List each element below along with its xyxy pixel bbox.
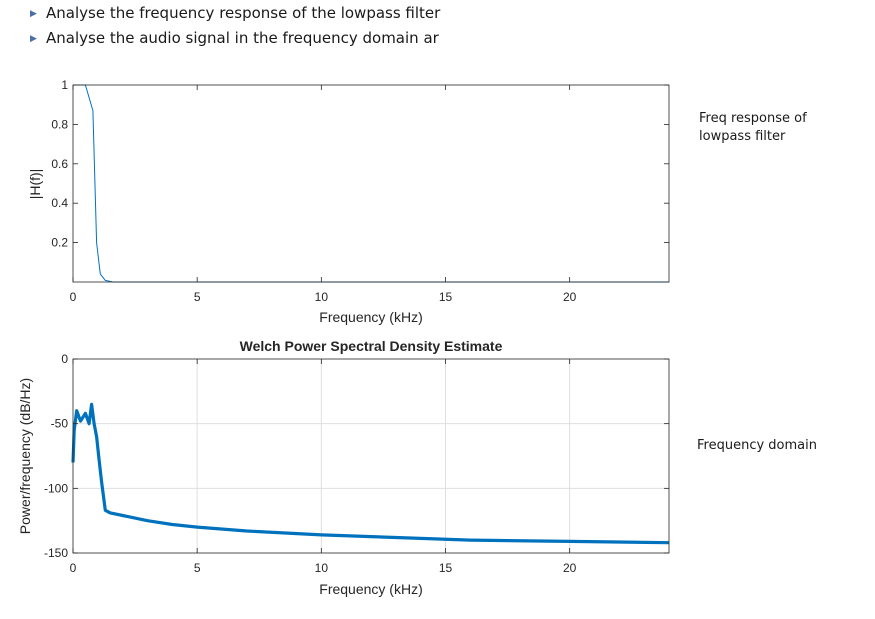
triangle-bullet-icon: ▶ [30,9,37,19]
bullet-text: Analyse the audio signal in the frequenc… [46,29,439,47]
axes-box [72,84,670,283]
x-tick-label: 10 [315,561,329,575]
x-tick-label: 10 [315,290,329,304]
y-tick-label: 0 [61,352,68,366]
x-tick-label: 20 [563,290,577,304]
x-tick-label: 15 [439,290,453,304]
note-frequency-domain: Frequency domain [697,438,817,453]
y-tick-label: 1 [61,78,68,92]
plot-area [73,85,669,282]
x-tick-label: 0 [70,290,77,304]
bullet-item: ▶ Analyse the frequency response of the l… [30,2,440,27]
triangle-bullet-icon: ▶ [30,34,37,44]
x-tick-label: 5 [194,290,201,304]
chart-title: Welch Power Spectral Density Estimate [240,338,503,354]
bullet-text: Analyse the frequency response of the lo… [46,4,441,22]
grid [73,359,669,553]
x-axis-label: Frequency (kHz) [319,581,422,597]
x-tick-label: 0 [70,561,77,575]
x-tick-label: 15 [439,561,453,575]
ticks: 0 5 10 15 20 0.2 0.4 0.6 0.8 1 [51,78,669,304]
bullet-list: ▶ Analyse the frequency response of the l… [30,2,440,52]
x-tick-label: 5 [194,561,201,575]
y-tick-label: -100 [44,481,68,495]
y-tick-label: 0.4 [51,196,68,210]
y-axis-label: |H(f)| [27,169,43,200]
note-freq-response: Freq response of lowpass filter [699,111,807,144]
filter-response-chart: 0 5 10 15 20 0.2 0.4 0.6 0.8 1 Frequency (kHz) |H… [27,78,670,325]
series-line [71,402,670,545]
x-tick-label: 20 [563,561,577,575]
y-tick-label: 0.8 [51,117,68,131]
y-axis-label: Power/frequency (dB/Hz) [17,378,33,534]
series-group [71,402,670,545]
y-tick-label: -150 [44,546,68,560]
ticks: 0 5 10 15 20 -150 -100 -50 0 [44,352,669,575]
bullet-item: ▶ Analyse the audio signal in the frequen… [30,27,440,52]
welch-psd-chart: Welch Power Spectral Density Estimate 0 5… [17,338,670,597]
x-axis-label: Frequency (kHz) [319,309,422,325]
axes-box [72,358,670,554]
y-tick-label: -50 [51,417,69,431]
y-tick-label: 0.6 [51,157,68,171]
y-tick-label: 0.2 [51,236,68,250]
